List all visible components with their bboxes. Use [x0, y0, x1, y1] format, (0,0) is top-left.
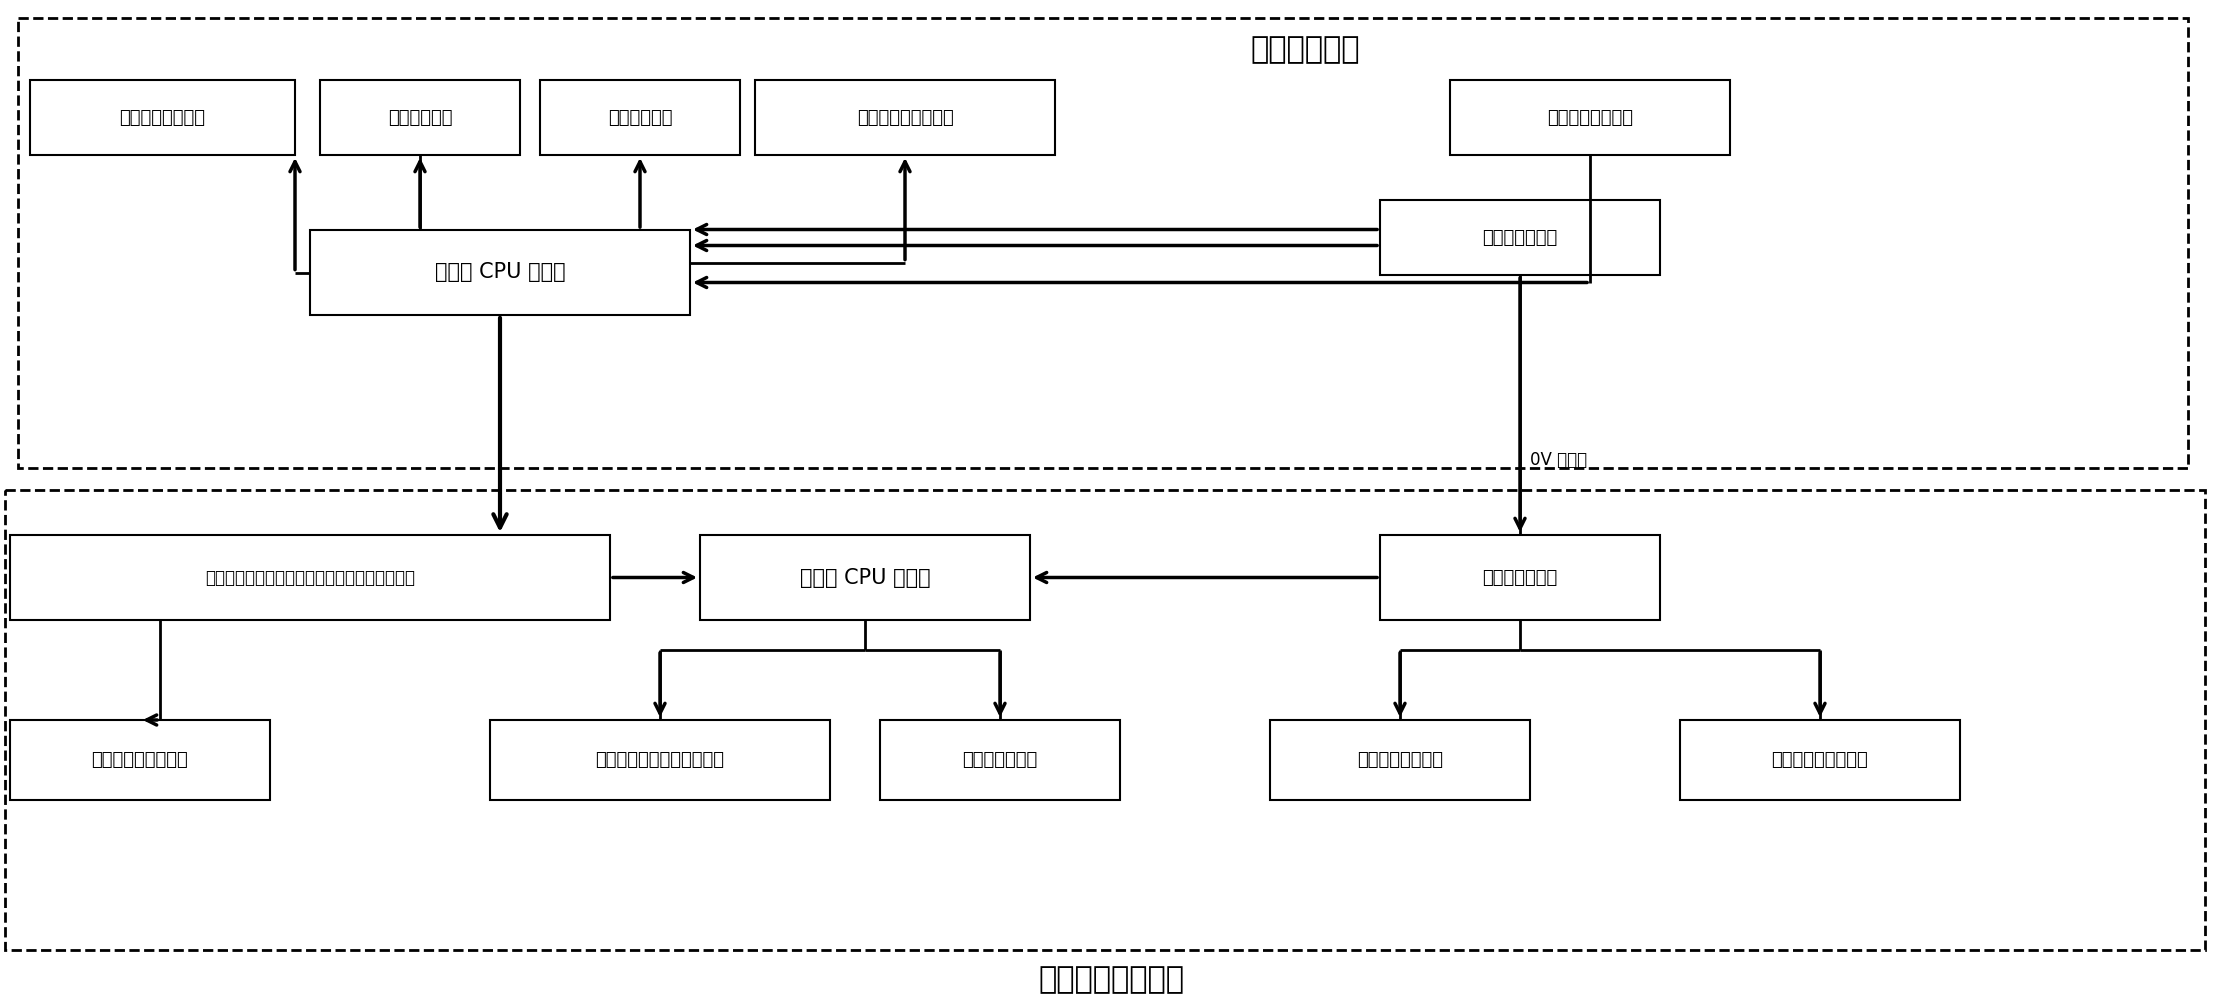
Text: 室外风扇电机控制单元电路: 室外风扇电机控制单元电路 — [595, 751, 724, 769]
Text: 室外机变频控制器: 室外机变频控制器 — [1038, 966, 1184, 995]
Bar — [880, 720, 1120, 800]
Bar — [31, 80, 296, 155]
Bar — [11, 535, 611, 620]
Text: 室内机电源电路: 室内机电源电路 — [1482, 228, 1558, 246]
Text: 显示及红外遥控电路: 显示及红外遥控电路 — [858, 108, 953, 126]
Bar — [540, 80, 740, 155]
Text: 压缩机排气温度、过压、过流检测保护单元电路: 压缩机排气温度、过压、过流检测保护单元电路 — [204, 569, 416, 587]
Text: 电磁阀控制单元电路: 电磁阀控制单元电路 — [1771, 751, 1869, 769]
Bar — [1271, 720, 1531, 800]
Bar — [700, 535, 1031, 620]
Text: 四通阀驱动电路: 四通阀驱动电路 — [962, 751, 1038, 769]
Bar — [1451, 80, 1731, 155]
Bar — [1380, 200, 1660, 275]
Bar — [1380, 535, 1660, 620]
Text: 室内机 CPU 主芯片: 室内机 CPU 主芯片 — [436, 262, 564, 282]
Text: 室外机电源电路: 室外机电源电路 — [1482, 569, 1558, 587]
Bar — [4, 490, 2204, 950]
Bar — [311, 230, 691, 315]
Text: 0V 直流地: 0V 直流地 — [1531, 451, 1587, 469]
Bar — [1680, 720, 1960, 800]
Bar — [491, 720, 831, 800]
Bar — [755, 80, 1055, 155]
Text: 室内机控制器: 室内机控制器 — [1251, 35, 1360, 64]
Text: 室外机 CPU 主芯片: 室外机 CPU 主芯片 — [800, 568, 931, 588]
Text: 制热信号检测矩阵: 制热信号检测矩阵 — [1358, 751, 1442, 769]
Text: 温度检测单元电路: 温度检测单元电路 — [1547, 108, 1633, 126]
Text: 蜂鸣控制电路: 蜂鸣控制电路 — [609, 108, 673, 126]
Bar — [320, 80, 520, 155]
Text: 风向电机电路: 风向电机电路 — [389, 108, 453, 126]
Bar — [18, 18, 2189, 468]
Text: 室内风扇控制电路: 室内风扇控制电路 — [120, 108, 204, 126]
Bar — [11, 720, 271, 800]
Text: 压缩机驱动单元电路: 压缩机驱动单元电路 — [91, 751, 189, 769]
